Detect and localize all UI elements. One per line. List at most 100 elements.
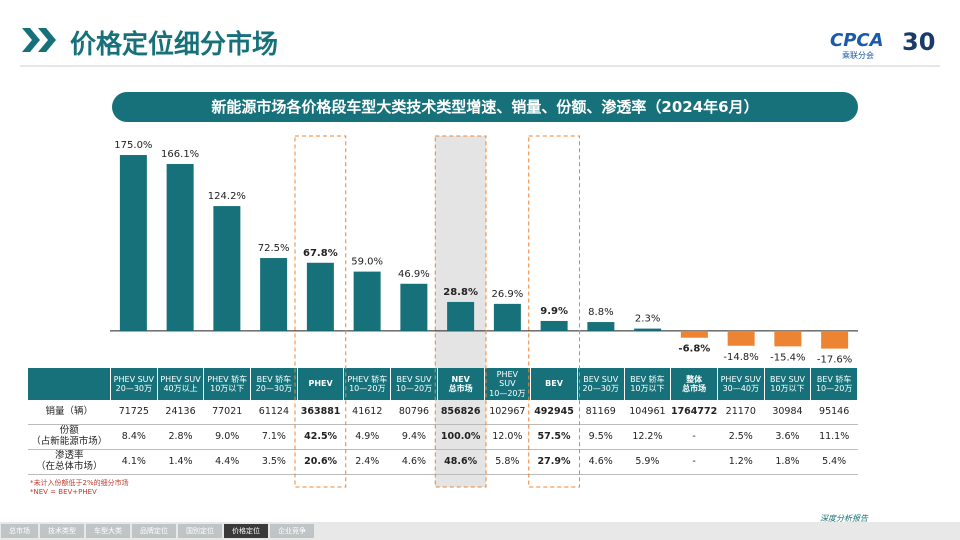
value-label: 46.9%: [398, 269, 430, 280]
column-header: PHEV SUV 10—20万: [484, 368, 532, 400]
bar: [306, 262, 334, 331]
column-header: BEV SUV 10—20万: [390, 368, 438, 400]
note: *未计入份额低于2%的细分市场: [30, 479, 129, 487]
table-cell: 1.8%: [764, 449, 811, 475]
value-label: 28.8%: [443, 287, 478, 298]
table-cell: 100.0%: [437, 424, 484, 450]
table-cell: 2.8%: [157, 424, 204, 450]
column-header: PHEV SUV 40万以上: [157, 368, 205, 400]
table-cell: 4.6%: [390, 449, 438, 475]
value-label: 175.0%: [114, 140, 152, 151]
table-cell: 21170: [717, 400, 765, 425]
table-cell: 9.5%: [577, 424, 625, 450]
table-cell: 24136: [157, 400, 204, 425]
footer-tab[interactable]: 国别定位: [178, 524, 222, 538]
table-cell: 4.1%: [110, 449, 158, 475]
row-label: 销量（辆）: [28, 400, 111, 425]
bar: [447, 301, 475, 331]
bar: [400, 283, 428, 331]
value-label: 8.8%: [588, 307, 613, 318]
column-header: BEV 轿车 20—30万: [250, 368, 298, 400]
bar: [540, 320, 568, 331]
logo-30: 30: [902, 28, 936, 56]
column-header: PHEV SUV 30—40万: [717, 368, 765, 400]
footer-tab[interactable]: 品牌定位: [132, 524, 176, 538]
column-header: BEV: [530, 368, 578, 400]
report-label: 深度分析报告: [820, 514, 868, 523]
table-cell: 363881: [297, 400, 344, 425]
table-cell: 8.4%: [110, 424, 158, 450]
value-label: -6.8%: [678, 344, 710, 355]
value-label: -14.8%: [723, 352, 758, 363]
table-cell: 5.8%: [484, 449, 531, 475]
table-cell: 48.6%: [437, 449, 484, 475]
table-cell: 71725: [110, 400, 158, 425]
footer-tab[interactable]: 价格定位: [224, 524, 268, 538]
row-label: 渗透率 （在总体市场）: [28, 449, 111, 475]
note: *NEV = BEV+PHEV: [30, 488, 97, 497]
table-cell: 77021: [203, 400, 251, 425]
footer-tabs: 总市场 技术类型 车型大类 品牌定位 国别定位 价格定位 企业竞争: [0, 522, 960, 540]
table-cell: 57.5%: [530, 424, 578, 450]
table-cell: 4.9%: [343, 424, 391, 450]
page-title: 价格定位细分市场: [70, 30, 279, 60]
table-cell: 2.4%: [343, 449, 391, 475]
bar: [119, 155, 147, 331]
logo: CPCA: [830, 30, 884, 51]
footer-tab[interactable]: 技术类型: [40, 524, 84, 538]
value-label: 166.1%: [161, 149, 199, 160]
data-table: PHEV SUV 20—30万 PHEV SUV 40万以上 PHEV 轿车 10万…: [28, 368, 858, 475]
table-cell: 81169: [577, 400, 625, 425]
table-cell: 856826: [437, 400, 484, 425]
column-header: PHEV: [297, 368, 345, 400]
table-cell: -: [670, 424, 718, 450]
bar: [260, 258, 288, 331]
value-label: -17.6%: [817, 355, 852, 366]
footer-tab[interactable]: 总市场: [1, 524, 38, 538]
table-cell: -: [670, 449, 718, 475]
column-header: 整体 总市场: [670, 368, 718, 400]
footer-tab[interactable]: 企业竞争: [270, 524, 314, 538]
column-header: PHEV 轿车 10万以下: [203, 368, 252, 400]
table-cell: 1.4%: [157, 449, 204, 475]
table-cell: 27.9%: [530, 449, 578, 475]
table-row: 份额 （占新能源市场） 8.4% 2.8% 9.0% 7.1% 42.5% 4.9% 9.4%…: [28, 424, 858, 450]
table-cell: 20.6%: [297, 449, 344, 475]
table-cell: 492945: [530, 400, 578, 425]
table-cell: 1.2%: [717, 449, 765, 475]
column-header: BEV 轿车 10万以下: [624, 368, 672, 400]
table-cell: 30984: [764, 400, 811, 425]
column-header: BEV 轿车 10—20万: [810, 368, 858, 400]
bar: [353, 271, 381, 331]
logo-sub: 乘联分会: [842, 51, 874, 60]
value-label: 59.0%: [351, 257, 383, 268]
table-cell: 7.1%: [250, 424, 298, 450]
column-header: BEV SUV 10万以下: [764, 368, 812, 400]
row-label: 份额 （占新能源市场）: [28, 424, 111, 450]
column-header: NEV 总市场: [437, 368, 485, 400]
column-header: PHEV SUV 20—30万: [110, 368, 158, 400]
value-label: 67.8%: [303, 248, 338, 259]
table-cell: 5.4%: [810, 449, 858, 475]
table-cell: 1764772: [670, 400, 718, 425]
bar: [727, 330, 755, 346]
table-cell: 5.9%: [624, 449, 671, 475]
table-cell: 12.0%: [484, 424, 531, 450]
notes: *未计入份额低于2%的细分市场 *NEV = BEV+PHEV: [30, 479, 129, 497]
table-cell: 41612: [343, 400, 391, 425]
table-cell: 61124: [250, 400, 298, 425]
bar: [774, 330, 802, 347]
table-cell: 4.4%: [203, 449, 251, 475]
value-label: 26.9%: [491, 289, 523, 300]
table-cell: 9.0%: [203, 424, 251, 450]
table-cell: 42.5%: [297, 424, 344, 450]
table-cell: 9.4%: [390, 424, 438, 450]
table-row: 销量（辆） 71725 24136 77021 61124 363881 41612 8079…: [28, 400, 858, 425]
bar: [634, 328, 662, 331]
bar: [213, 206, 241, 331]
footer-tab[interactable]: 车型大类: [86, 524, 130, 538]
bar: [821, 330, 849, 349]
bar: [166, 163, 194, 331]
value-label: 9.9%: [540, 306, 568, 317]
